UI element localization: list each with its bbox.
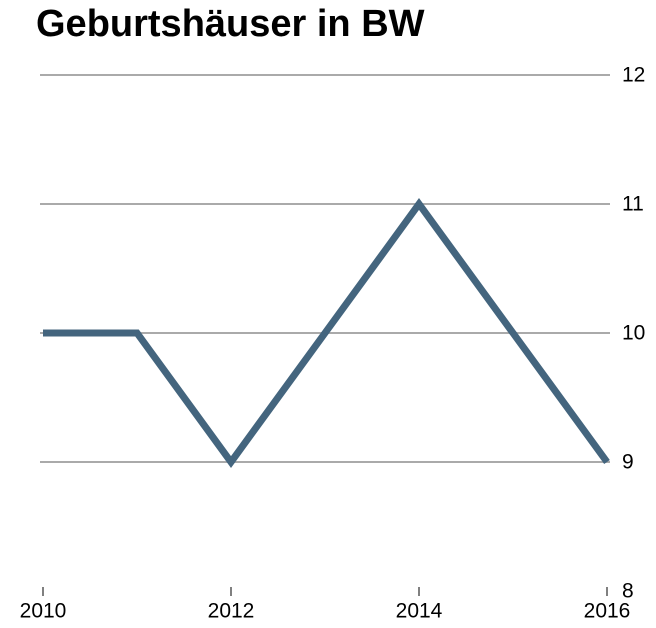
- y-tick-label: 10: [622, 322, 645, 345]
- x-tick-label: 2016: [584, 600, 631, 623]
- y-tick-label: 8: [622, 580, 634, 603]
- y-tick-label: 11: [622, 193, 644, 216]
- chart-title: Geburtshäuser in BW: [36, 3, 425, 45]
- y-tick-label: 12: [622, 64, 645, 87]
- x-tick-label: 2014: [396, 600, 443, 623]
- y-tick-label: 9: [622, 451, 634, 474]
- line: [43, 198, 610, 468]
- x-tick-label: 2010: [20, 600, 67, 623]
- x-tick-label: 2012: [208, 600, 255, 623]
